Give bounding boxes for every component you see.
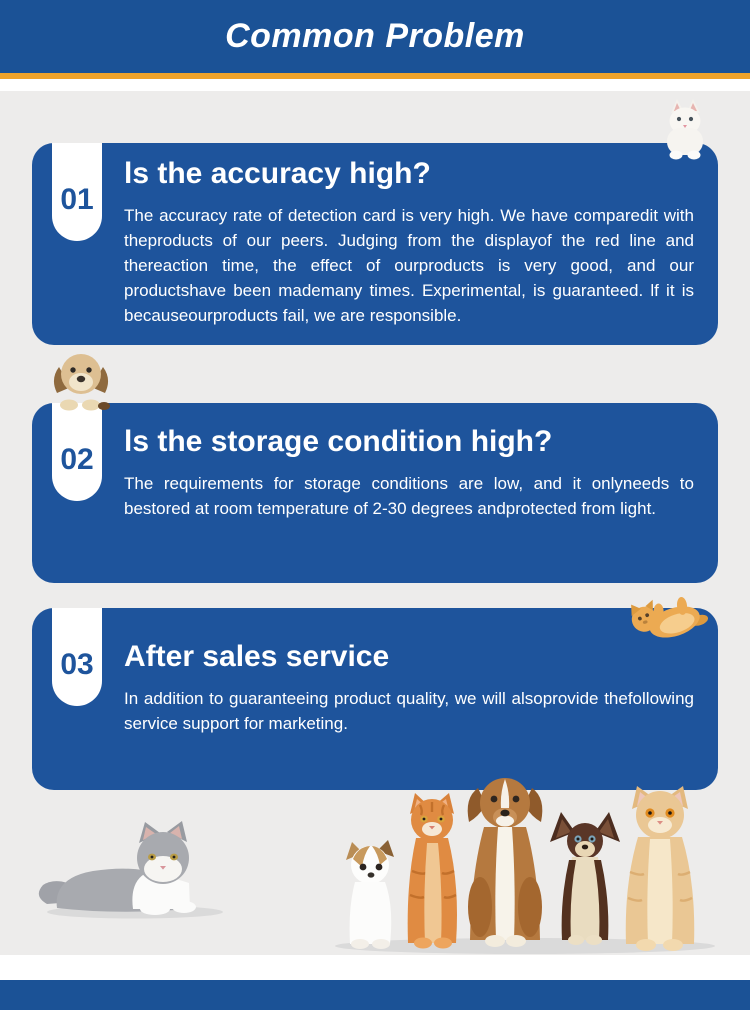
card-number: 02 (60, 443, 94, 476)
plush-cat-toy-image (631, 596, 708, 638)
orange-tabby-cat-image (407, 793, 457, 949)
number-tab-2: 02 (52, 403, 102, 501)
brown-white-dog-image (467, 778, 543, 947)
number-tab-3: 03 (52, 608, 102, 706)
number-tab-1: 01 (52, 143, 102, 241)
gray-white-cat-image (38, 821, 223, 919)
bottom-banner (0, 980, 750, 1010)
card-title: ls the accuracy high? (124, 157, 431, 190)
card-number: 01 (60, 183, 94, 216)
card-body: The requirements for storage conditions … (124, 473, 694, 518)
card-body: In addition to guaranteeing product qual… (124, 688, 694, 733)
chocolate-chihuahua-image (550, 812, 620, 945)
card-number: 03 (60, 648, 94, 681)
header-banner: Common Problem (0, 0, 750, 73)
faq-card-3: 03 After sales service In addition to gu… (32, 608, 718, 790)
gold-divider (0, 73, 750, 79)
cream-cat-image (625, 786, 695, 951)
content-area: 01 ls the accuracy high? The accuracy ra… (0, 91, 750, 955)
white-kitten-image (667, 99, 703, 160)
tan-puppy-image (53, 354, 110, 411)
faq-card-1: 01 ls the accuracy high? The accuracy ra… (32, 143, 718, 345)
card-title: After sales service (124, 640, 390, 673)
card-title: ls the storage condition high? (124, 425, 553, 458)
card-body: The accuracy rate of detection card is v… (124, 205, 694, 325)
faq-card-2: 02 ls the storage condition high? The re… (32, 403, 718, 583)
chihuahua-puppy-image (346, 840, 394, 949)
page-title: Common Problem (225, 17, 525, 55)
